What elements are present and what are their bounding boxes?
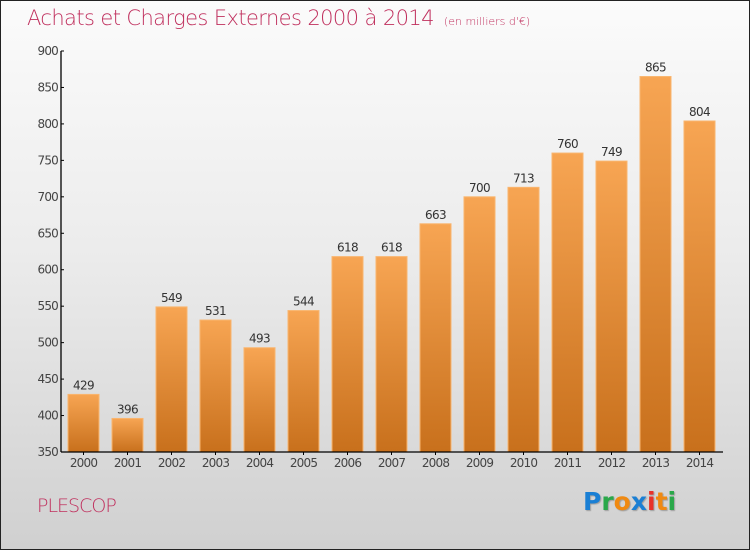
x-tick-label-2002: 2002 [158,456,186,470]
x-tick-label-2008: 2008 [422,456,450,470]
y-tick-label-900: 900 [37,44,58,58]
y-tick-label-800: 800 [37,117,58,131]
y-tick-label-450: 450 [37,372,58,386]
data-label-2004: 493 [249,332,270,346]
logo-letter: P [583,487,602,516]
y-tick-label-400: 400 [37,409,58,423]
data-label-2003: 531 [205,304,226,318]
x-tick-label-2000: 2000 [70,456,98,470]
logo-letter: x [630,487,647,516]
data-label-2014: 804 [689,105,710,119]
y-tick-label-700: 700 [37,190,58,204]
x-tick-label-2007: 2007 [378,456,406,470]
bar-2013 [639,76,672,453]
city-name: PLESCOP [37,495,117,517]
logo-letter: r [601,487,614,516]
bar-2009 [463,196,496,453]
data-label-2009: 700 [469,181,490,195]
logo-letter: o [613,487,631,516]
bar-2007 [375,256,408,453]
y-tick-label-650: 650 [37,226,58,240]
bar-2002 [155,306,188,453]
bar-2012 [595,160,628,453]
bar-2001 [111,417,144,453]
data-label-2008: 663 [425,208,446,222]
data-label-2010: 713 [513,171,534,185]
x-tick-label-2001: 2001 [114,456,142,470]
bar-2005 [287,310,320,453]
x-tick-label-2009: 2009 [466,456,494,470]
x-tick-label-2004: 2004 [246,456,274,470]
bars-group: 429 396 549 531 493 544 618 618 663 700 713 760 749 8… [67,61,716,453]
bar-2003 [199,319,232,453]
y-tick-label-750: 750 [37,153,58,167]
x-tick-label-2005: 2005 [290,456,318,470]
logo-letter: i [667,487,677,516]
x-tick-label-2006: 2006 [334,456,362,470]
data-label-2005: 544 [293,295,314,309]
data-label-2000: 429 [73,378,94,392]
y-tick-label-850: 850 [37,80,58,94]
x-tick-label-2010: 2010 [510,456,538,470]
bar-2006 [331,256,364,453]
data-label-2002: 549 [161,291,182,305]
logo-letter: i [647,487,656,516]
bar-2008 [419,223,452,453]
logo-letter: t [655,487,668,516]
axes-group: 2000 2001 2002 2003 2004 2005 2006 2007 2008 2009… [37,44,723,470]
y-tick-label-600: 600 [37,263,58,277]
x-tick-label-2012: 2012 [598,456,626,470]
bar-2010 [507,186,540,453]
data-label-2001: 396 [117,402,138,416]
y-tick-label-500: 500 [37,336,58,350]
data-label-2012: 749 [601,145,622,159]
y-tick-label-550: 550 [37,299,58,313]
bar-2000 [67,393,100,453]
x-tick-label-2013: 2013 [642,456,670,470]
data-label-2006: 618 [337,241,358,255]
data-label-2011: 760 [557,137,578,151]
x-tick-label-2003: 2003 [202,456,230,470]
data-label-2007: 618 [381,241,402,255]
chart-subtitle: (en milliers d'€) [443,15,531,28]
proxiti-logo: Proxiti [583,487,676,516]
chart-title-text: Achats et Charges Externes 2000 à 2014 [27,6,435,30]
x-tick-label-2014: 2014 [686,456,714,470]
chart-title: Achats et Charges Externes 2000 à 2014 (e… [27,6,530,30]
data-label-2013: 865 [645,61,666,75]
y-tick-label-350: 350 [37,445,58,459]
bar-2014 [683,120,716,453]
bar-2004 [243,347,276,453]
x-tick-label-2011: 2011 [554,456,582,470]
bar-2011 [551,152,584,453]
